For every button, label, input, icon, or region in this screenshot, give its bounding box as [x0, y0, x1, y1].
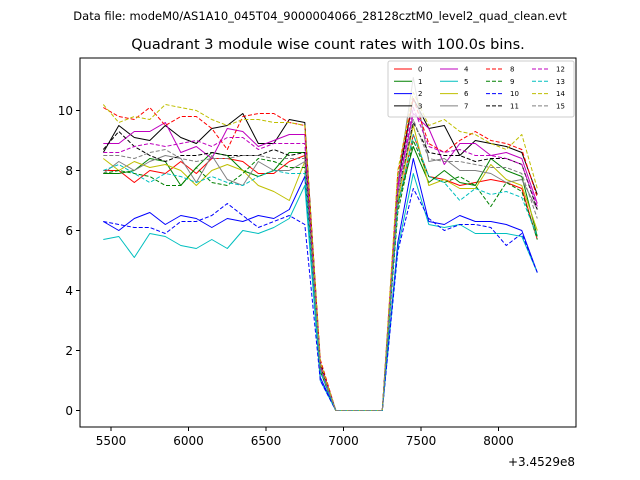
- legend-label-6: 6: [464, 90, 469, 98]
- y-tick-label: 4: [65, 284, 73, 298]
- legend-label-7: 7: [464, 102, 468, 110]
- legend-label-10: 10: [510, 90, 519, 98]
- legend-label-9: 9: [510, 78, 514, 86]
- series-line-14: [102, 92, 538, 411]
- y-tick-label: 2: [65, 344, 73, 358]
- x-tick-label: 6500: [251, 434, 282, 448]
- legend-label-3: 3: [418, 102, 422, 110]
- series-line-13: [103, 134, 538, 411]
- x-tick-label: 5500: [96, 434, 127, 448]
- legend-label-13: 13: [556, 78, 565, 86]
- series-line-15: [103, 119, 538, 411]
- series-line-5: [103, 173, 538, 411]
- series-lines: [102, 77, 538, 411]
- legend-label-12: 12: [556, 66, 565, 74]
- legend-label-8: 8: [510, 66, 514, 74]
- x-tick-label: 8000: [483, 434, 514, 448]
- legend-label-0: 0: [418, 66, 422, 74]
- legend-label-4: 4: [464, 66, 469, 74]
- series-line-10: [103, 188, 538, 411]
- chart-title: Quadrant 3 module wise count rates with …: [131, 37, 525, 53]
- series-line-11: [102, 122, 538, 411]
- y-tick-label: 0: [65, 404, 73, 418]
- legend-label-2: 2: [418, 90, 422, 98]
- x-tick-label: 7500: [406, 434, 437, 448]
- y-tick-label: 10: [58, 104, 73, 118]
- legend-frame: [387, 60, 575, 118]
- y-tick-label: 8: [65, 164, 73, 178]
- x-tick-label: 7000: [328, 434, 359, 448]
- suptitle: Data file: modeM0/AS1A10_045T04_90000040…: [73, 9, 567, 23]
- legend-label-5: 5: [464, 78, 468, 86]
- legend-label-15: 15: [556, 102, 565, 110]
- x-axis: 5500 6000 6500 7000 7500 8000: [96, 427, 514, 448]
- legend-label-11: 11: [510, 102, 519, 110]
- axes-frame: [79, 57, 577, 428]
- legend-label-1: 1: [418, 78, 422, 86]
- legend-label-14: 14: [556, 90, 565, 98]
- x-tick-label: 6000: [173, 434, 204, 448]
- y-tick-label: 6: [65, 224, 73, 238]
- x-offset-label: +3.4529e8: [508, 455, 575, 469]
- y-axis: 0 2 4 6 8 10: [58, 104, 80, 418]
